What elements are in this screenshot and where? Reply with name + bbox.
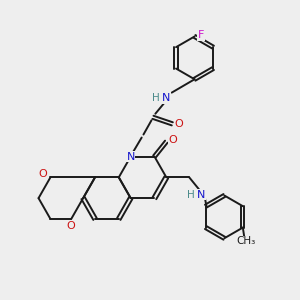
Text: F: F — [198, 30, 204, 40]
Text: O: O — [39, 169, 47, 179]
Text: O: O — [169, 135, 177, 145]
Text: CH₃: CH₃ — [236, 236, 255, 246]
Text: N: N — [127, 152, 135, 161]
Text: O: O — [67, 221, 76, 231]
Text: H: H — [187, 190, 195, 200]
Text: O: O — [175, 119, 183, 129]
Text: N: N — [197, 190, 205, 200]
Text: N: N — [162, 93, 170, 103]
Text: H: H — [152, 93, 160, 103]
